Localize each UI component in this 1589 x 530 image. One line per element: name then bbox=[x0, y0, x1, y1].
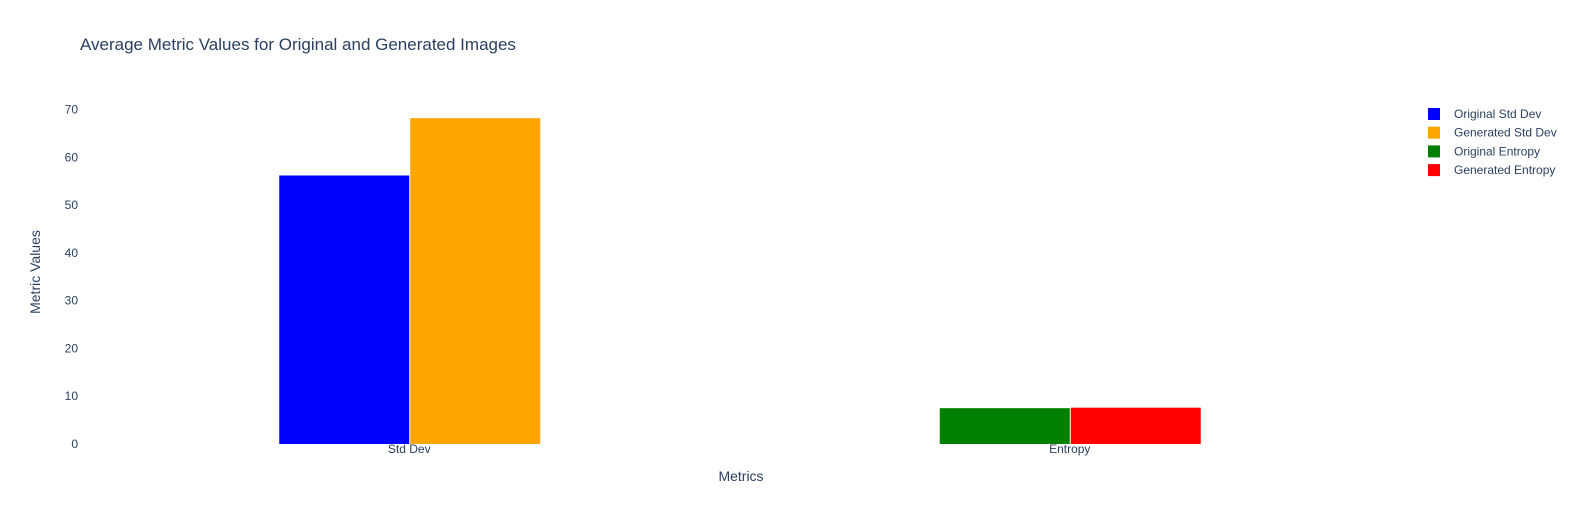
x-axis-ticks: Std Dev Entropy bbox=[388, 442, 1091, 456]
y-tick-label: 40 bbox=[65, 246, 79, 260]
legend-swatch bbox=[1428, 145, 1440, 158]
bars-group bbox=[279, 118, 1201, 445]
bar-original-entropy[interactable] bbox=[939, 408, 1070, 444]
y-tick-label: 60 bbox=[65, 150, 79, 164]
y-tick-label: 0 bbox=[71, 437, 78, 451]
bar-original-std-dev[interactable] bbox=[279, 175, 410, 444]
y-tick-label: 50 bbox=[65, 198, 79, 212]
legend-swatch bbox=[1428, 108, 1440, 120]
y-tick-label: 30 bbox=[65, 294, 79, 308]
legend-item-label[interactable]: Generated Entropy bbox=[1454, 163, 1555, 177]
chart-title: Average Metric Values for Original and G… bbox=[80, 35, 516, 54]
y-axis-title: Metric Values bbox=[27, 230, 43, 314]
legend-item-label[interactable]: Generated Std Dev bbox=[1454, 126, 1557, 140]
legend-swatch bbox=[1428, 126, 1440, 139]
y-tick-label: 70 bbox=[65, 103, 79, 117]
legend-item-label[interactable]: Original Std Dev bbox=[1454, 107, 1541, 121]
x-tick-label: Entropy bbox=[1049, 442, 1090, 456]
bar-generated-entropy[interactable] bbox=[1070, 407, 1201, 444]
y-tick-label: 10 bbox=[65, 389, 79, 403]
x-axis-title: Metrics bbox=[718, 468, 763, 484]
x-tick-label: Std Dev bbox=[388, 442, 431, 456]
y-tick-label: 20 bbox=[65, 341, 79, 355]
legend-swatch bbox=[1428, 164, 1440, 177]
bar-generated-std-dev[interactable] bbox=[410, 118, 541, 445]
y-axis-ticks: 0 10 20 30 40 50 60 70 bbox=[65, 103, 79, 451]
legend-item-label[interactable]: Original Entropy bbox=[1454, 144, 1540, 158]
legend: Original Std Dev Generated Std Dev Origina… bbox=[1428, 107, 1557, 177]
